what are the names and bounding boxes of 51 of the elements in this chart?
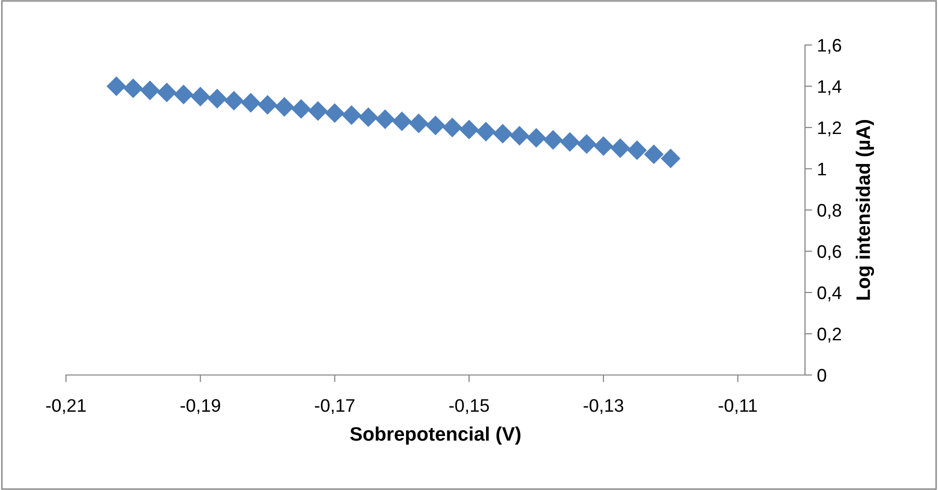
point xyxy=(426,116,446,135)
y-tick-label: 0,2 xyxy=(818,328,841,343)
point xyxy=(325,104,344,123)
x-tick-label: -0,15 xyxy=(449,399,489,414)
point xyxy=(224,91,244,110)
y-tick-label: 0,4 xyxy=(818,286,842,302)
point xyxy=(594,136,613,156)
y-tick-label: 1 xyxy=(818,162,826,176)
point xyxy=(577,134,596,154)
point xyxy=(241,93,260,112)
y-tick-label: 0,6 xyxy=(818,245,842,260)
point xyxy=(106,76,126,96)
y-axis-title: Log intensidad (µA) xyxy=(856,120,874,300)
x-tick-label: -0,19 xyxy=(180,399,220,414)
x-tick-label: -0,17 xyxy=(314,399,354,414)
y-tick-label: 1,4 xyxy=(818,80,842,96)
point xyxy=(460,120,479,140)
point xyxy=(292,99,311,118)
point xyxy=(661,148,680,168)
point xyxy=(376,110,395,129)
x-tick-label: -0,13 xyxy=(584,399,624,414)
point xyxy=(190,87,210,106)
y-tick-label: 0,8 xyxy=(818,204,842,219)
x-axis-title: Sobrepotencial (V) xyxy=(350,426,520,445)
y-tick-label: 0 xyxy=(818,368,826,382)
point xyxy=(628,140,647,160)
point xyxy=(560,132,580,152)
point xyxy=(157,82,176,102)
point xyxy=(392,112,412,131)
point xyxy=(526,128,546,148)
point xyxy=(442,118,462,138)
point xyxy=(308,101,328,121)
point xyxy=(124,78,143,98)
point xyxy=(544,130,563,150)
point xyxy=(510,126,530,146)
x-tick-label: -0,21 xyxy=(46,399,86,414)
point xyxy=(342,106,362,125)
point xyxy=(644,144,664,164)
point xyxy=(493,124,512,144)
point xyxy=(274,97,294,116)
point xyxy=(409,114,428,133)
y-tick-label: 1,2 xyxy=(818,121,841,136)
point xyxy=(174,84,194,104)
point xyxy=(610,138,630,158)
point xyxy=(358,108,378,127)
point xyxy=(140,80,160,100)
y-tick-label: 1,6 xyxy=(818,38,842,54)
x-tick-label: -0,11 xyxy=(718,399,757,414)
point xyxy=(258,95,278,114)
point xyxy=(208,89,227,108)
point xyxy=(476,122,496,142)
